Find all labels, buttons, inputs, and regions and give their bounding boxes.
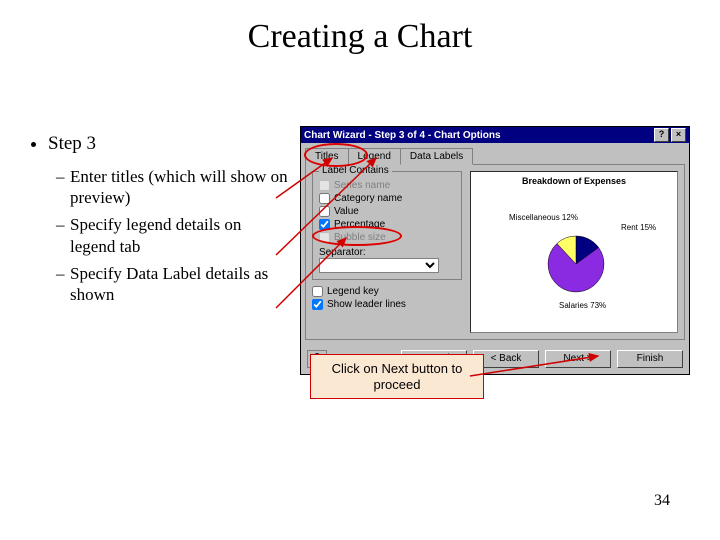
close-button[interactable]: × bbox=[671, 128, 686, 142]
options-pane: Label Contains Series nameCategory nameV… bbox=[312, 171, 462, 333]
check-label: Category name bbox=[334, 193, 402, 204]
pie-label: Miscellaneous 12% bbox=[509, 214, 578, 222]
dialog-title: Chart Wizard - Step 3 of 4 - Chart Optio… bbox=[304, 130, 652, 141]
check-label: Value bbox=[334, 206, 359, 217]
step-bullet: Step 3 bbox=[48, 132, 290, 156]
label-contains-group: Label Contains Series nameCategory nameV… bbox=[312, 171, 462, 280]
leader-lines-checkbox[interactable]: Show leader lines bbox=[312, 299, 462, 310]
sub-bullet: Enter titles (which will show on preview… bbox=[56, 166, 290, 209]
check-series-name: Series name bbox=[319, 180, 455, 191]
sub-bullet: Specify Data Label details as shown bbox=[56, 263, 290, 306]
tab-body: Label Contains Series nameCategory nameV… bbox=[305, 164, 685, 340]
leader-lines-input[interactable] bbox=[312, 299, 323, 310]
check-input[interactable] bbox=[319, 193, 330, 204]
check-input bbox=[319, 180, 330, 191]
help-titlebar-button[interactable]: ? bbox=[654, 128, 669, 142]
tab-data-labels[interactable]: Data Labels bbox=[400, 148, 473, 165]
annotation-oval-percentage bbox=[312, 226, 402, 246]
legend-key-checkbox[interactable]: Legend key bbox=[312, 286, 462, 297]
legend-key-label: Legend key bbox=[327, 286, 379, 297]
leader-lines-label: Show leader lines bbox=[327, 299, 406, 310]
pie-label: Rent 15% bbox=[621, 224, 656, 232]
annotation-oval-tabs bbox=[304, 143, 368, 167]
separator-label: Separator: bbox=[319, 247, 366, 258]
chart-preview: Breakdown of Expenses Rent 15%Miscellane… bbox=[470, 171, 678, 333]
dialog-titlebar: Chart Wizard - Step 3 of 4 - Chart Optio… bbox=[301, 127, 689, 143]
finish-button[interactable]: Finish bbox=[617, 350, 683, 368]
legend-key-input[interactable] bbox=[312, 286, 323, 297]
check-label: Series name bbox=[334, 180, 390, 191]
sub-bullet: Specify legend details on legend tab bbox=[56, 214, 290, 257]
pie-label: Salaries 73% bbox=[559, 302, 606, 310]
check-input[interactable] bbox=[319, 206, 330, 217]
separator-row: Separator: bbox=[319, 247, 455, 273]
check-value[interactable]: Value bbox=[319, 206, 455, 217]
slide-title: Creating a Chart bbox=[0, 18, 720, 56]
separator-select[interactable] bbox=[319, 258, 439, 273]
bullet-list: Step 3 Enter titles (which will show on … bbox=[30, 132, 290, 311]
next-button[interactable]: Next > bbox=[545, 350, 611, 368]
callout-box: Click on Next button to proceed bbox=[310, 354, 484, 399]
page-number: 34 bbox=[654, 492, 670, 510]
check-category-name[interactable]: Category name bbox=[319, 193, 455, 204]
